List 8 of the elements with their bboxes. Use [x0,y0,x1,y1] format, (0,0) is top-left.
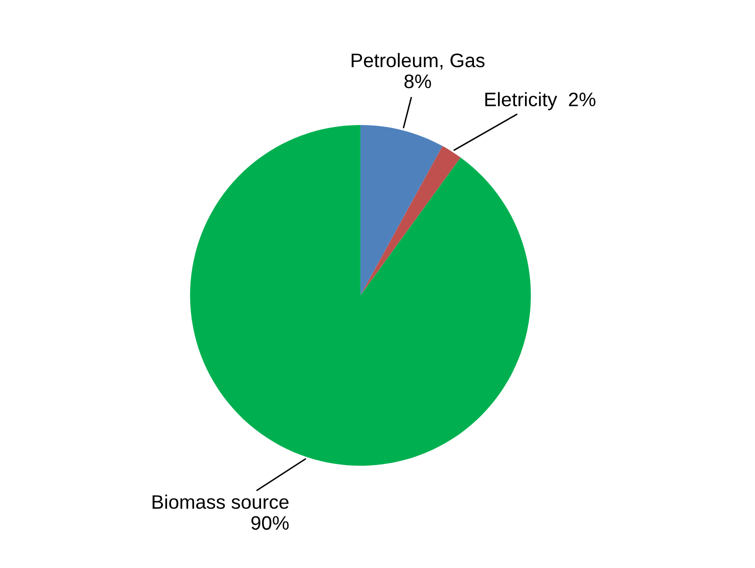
pie-slice [360,146,461,296]
slice-label: Eletricity 2% [485,92,596,110]
slice-label: Biomass source [152,494,289,509]
slice-label: Petroleum, Gas [352,53,485,70]
data-label: 8% [404,74,432,88]
pie-slice [190,124,531,466]
pie-slice [360,124,443,296]
data-label: 90% [251,516,289,530]
